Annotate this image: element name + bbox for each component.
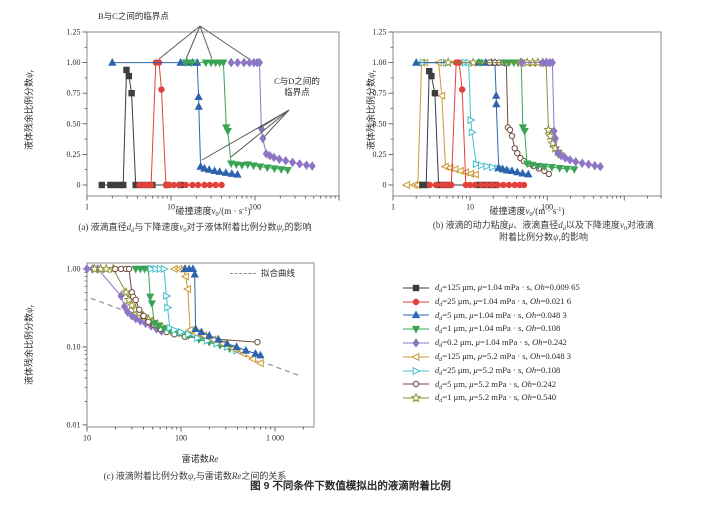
legend-label: dd=0.2 μm, μ=1.04 mPa · s, Oh=0.242	[435, 337, 567, 349]
chart-c-canvas: 10 100 1 000 0.01 0.10 1.00	[67, 262, 315, 443]
chart-c-y-axis-label: 液体残余比例分数ψr	[24, 304, 36, 386]
annotation-bc-critical-point: B与C之间的临界点	[98, 11, 169, 21]
chart-a-y-axis-label: 液体残余比例分数ψr	[24, 69, 36, 151]
annotation-cd-line1: C与D之间的	[274, 76, 320, 86]
chart-b: 1 10 100 0 0.25 0.50 0.75 1.00 1.25 液体残余比例分数ψr 碰…	[350, 2, 701, 250]
annotation-cd-critical-point: C与D之间的 临界点	[249, 76, 345, 98]
svg-text:1.00: 1.00	[67, 264, 81, 273]
svg-text:100: 100	[175, 434, 187, 443]
legend-marker-square-icon	[403, 284, 429, 292]
dashed-line-sample	[230, 272, 256, 274]
svg-text:1.00: 1.00	[67, 58, 81, 67]
svg-text:10: 10	[167, 203, 175, 212]
svg-text:0.10: 0.10	[67, 342, 81, 351]
legend-label: dd=125 μm, μ=5.2 mPa · s, Oh=0.048 3	[435, 350, 572, 363]
svg-text:1.00: 1.00	[373, 58, 387, 67]
svg-text:1: 1	[85, 203, 89, 212]
legend-marker-star-icon	[403, 392, 429, 403]
fit-curve-label: 拟合曲线	[261, 268, 296, 278]
legend-marker-circle-icon	[403, 298, 429, 305]
svg-text:0: 0	[383, 180, 387, 189]
legend-item: dd=0.2 μm, μ=1.04 mPa · s, Oh=0.242	[402, 336, 580, 350]
legend-label: dd=1 μm, μ=1.04 mPa · s, Oh=0.108	[435, 323, 561, 336]
svg-text:1.25: 1.25	[373, 28, 387, 37]
legend-marker-tri-up-icon	[403, 310, 429, 319]
chart-c-x-axis-label: 雷诺数Re	[181, 454, 219, 464]
chart-b-x-axis-label: 碰撞速度v0/(m · s-1)	[489, 205, 565, 218]
series-legend: dd=125 μm, μ=1.04 mPa · s, Oh=0.009 65 dd…	[402, 281, 580, 405]
legend-label: dd=25 μm, μ=5.2 mPa · s, Oh=0.108	[435, 364, 561, 377]
annotation-cd-line2: 临界点	[284, 87, 310, 98]
svg-text:100: 100	[249, 203, 261, 212]
chart-a-caption: (a) 液滴直径dd与下降速度v0对于液体附着比例分数ψr的影响	[78, 222, 312, 234]
svg-text:0.75: 0.75	[373, 89, 387, 98]
svg-text:1.25: 1.25	[67, 28, 81, 37]
legend-marker-tri-right-icon	[403, 366, 429, 375]
legend-label: dd=5 μm, μ=1.04 mPa · s, Oh=0.048 3	[435, 309, 567, 322]
chart-b-canvas: 1 10 100 0 0.25 0.50 0.75 1.00 1.25	[373, 28, 662, 212]
chart-b-y-axis-label: 液体残余比例分数ψr	[366, 69, 378, 151]
svg-text:0.50: 0.50	[67, 119, 81, 128]
legend-item: dd=5 μm, μ=5.2 mPa · s, Oh=0.242	[402, 378, 580, 392]
legend-item: dd=25 μm, μ=5.2 mPa · s, Oh=0.108	[402, 364, 580, 378]
legend-label: dd=5 μm, μ=5.2 mPa · s, Oh=0.242	[435, 378, 557, 391]
svg-text:10: 10	[466, 203, 474, 212]
legend-item: dd=125 μm, μ=1.04 mPa · s, Oh=0.009 65	[402, 281, 580, 295]
svg-text:1: 1	[391, 203, 395, 212]
chart-a-canvas: 1 10 100 0 0.25 0.50 0.75 1.00 1.25	[67, 25, 340, 212]
svg-text:0.75: 0.75	[67, 89, 81, 98]
svg-text:0.01: 0.01	[67, 420, 81, 429]
legend-label: dd=1 μm, μ=5.2 mPa · s, Oh=0.540	[435, 392, 557, 405]
svg-text:0.25: 0.25	[67, 150, 81, 159]
chart-c: 10 100 1 000 0.01 0.10 1.00 液体残余比例分数ψr 雷诺数Re …	[2, 253, 352, 500]
chart-a-x-axis-label: 碰撞速度v0/(m · s-1)	[175, 205, 251, 218]
fit-curve-legend: 拟合曲线	[230, 267, 295, 279]
chart-c-caption: (c) 液滴附着比例分数ψr与雷诺数Re之间的关系	[103, 471, 287, 483]
svg-text:0.50: 0.50	[373, 119, 387, 128]
legend-item: dd=1 μm, μ=5.2 mPa · s, Oh=0.540	[402, 391, 580, 405]
chart-a: 1 10 100 0 0.25 0.50 0.75 1.00 1.25 液体残余比例分数ψr 碰…	[2, 2, 352, 250]
svg-text:0: 0	[77, 180, 81, 189]
legend-marker-circle-icon	[403, 381, 429, 388]
legend-label: dd=25 μm, μ=1.04 mPa · s, Oh=0.021 6	[435, 295, 572, 308]
svg-text:10: 10	[83, 434, 91, 443]
legend-marker-diamond-icon	[403, 338, 429, 348]
legend-item: dd=5 μm, μ=1.04 mPa · s, Oh=0.048 3	[402, 309, 580, 323]
svg-text:100: 100	[541, 203, 553, 212]
chart-b-caption-line2: 附着比例分数ψr的影响	[498, 232, 589, 244]
legend-item: dd=1 μm, μ=1.04 mPa · s, Oh=0.108	[402, 322, 580, 336]
legend-marker-tri-down-icon	[403, 326, 429, 334]
svg-text:0.25: 0.25	[373, 150, 387, 159]
legend-marker-tri-left-icon	[403, 352, 429, 361]
legend-label: dd=125 μm, μ=1.04 mPa · s, Oh=0.009 65	[435, 282, 580, 294]
figure-caption: 图 9 不同条件下数值模拟出的液滴附着比例	[250, 480, 451, 492]
legend-item: dd=25 μm, μ=1.04 mPa · s, Oh=0.021 6	[402, 295, 580, 309]
chart-b-caption: (b) 液滴的动力粘度μ、液滴直径dd以及下降速度v0对液滴	[432, 220, 655, 232]
svg-text:1 000: 1 000	[266, 434, 284, 443]
legend-item: dd=125 μm, μ=5.2 mPa · s, Oh=0.048 3	[402, 350, 580, 364]
